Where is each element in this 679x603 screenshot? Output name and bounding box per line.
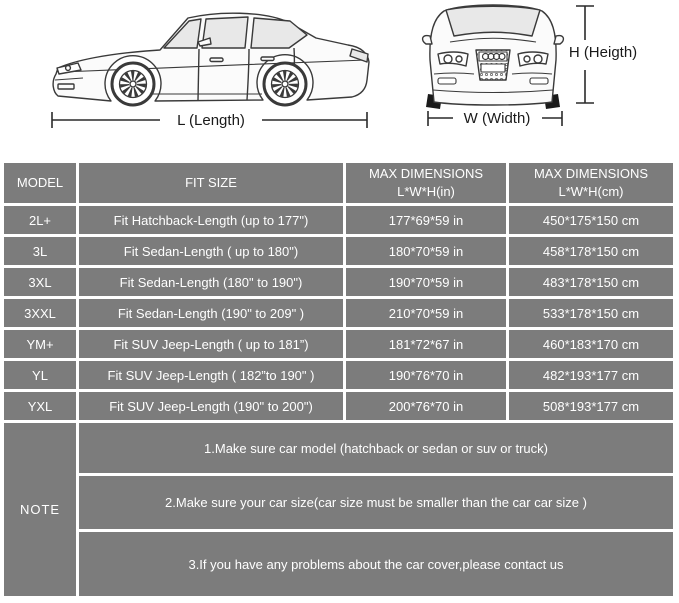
width-label: W (Width) xyxy=(464,110,531,127)
car-dimension-diagram: L (Length) W (Width) H (Heigth) xyxy=(0,0,679,160)
right-fog-light xyxy=(529,77,549,85)
fit-size-cell: Fit Sedan-Length ( up to 180") xyxy=(79,237,343,265)
dims-in-cell: 200*76*70 in xyxy=(346,392,506,420)
car-diagram-svg: L (Length) W (Width) H (Heigth) xyxy=(51,4,637,129)
note-row: 2.Make sure your car size(car size must … xyxy=(4,476,673,529)
table-row: YXL Fit SUV Jeep-Length (190" to 200") 2… xyxy=(4,392,673,420)
model-cell: 3XXL xyxy=(4,299,76,327)
fog-light xyxy=(57,83,75,90)
model-cell: 3L xyxy=(4,237,76,265)
length-label: L (Length) xyxy=(177,112,245,129)
front-wheel xyxy=(110,61,156,107)
header-fit-size: FIT SIZE xyxy=(79,163,343,203)
model-cell: YL xyxy=(4,361,76,389)
model-cell: YXL xyxy=(4,392,76,420)
windshield xyxy=(445,5,541,37)
dims-in-cell: 210*70*59 in xyxy=(346,299,506,327)
side-mirror xyxy=(197,37,212,47)
table-row: 2L+ Fit Hatchback-Length (up to 177") 17… xyxy=(4,206,673,234)
table-row: 3XL Fit Sedan-Length (180" to 190") 190*… xyxy=(4,268,673,296)
right-mirror xyxy=(553,34,565,45)
dims-in-cell: 190*76*70 in xyxy=(346,361,506,389)
model-cell: 2L+ xyxy=(4,206,76,234)
dims-cm-cell: 483*178*150 cm xyxy=(509,268,673,296)
rear-wheel xyxy=(262,61,308,107)
header-row: MODEL FIT SIZE MAX DIMENSIONS L*W*H(in) … xyxy=(4,163,673,203)
model-cell: YM+ xyxy=(4,330,76,358)
length-dimension-line xyxy=(51,112,368,128)
windshield xyxy=(163,18,202,49)
taillight xyxy=(349,48,369,63)
table-row: 3L Fit Sedan-Length ( up to 180") 180*70… xyxy=(4,237,673,265)
license-plate xyxy=(480,63,506,73)
fit-size-cell: Fit Sedan-Length (190" to 209" ) xyxy=(79,299,343,327)
right-headlight xyxy=(517,51,549,67)
note-row: 3.If you have any problems about the car… xyxy=(4,532,673,596)
front-door-window xyxy=(201,16,249,49)
header-dims-cm: MAX DIMENSIONS L*W*H(cm) xyxy=(509,163,673,203)
fit-size-cell: Fit SUV Jeep-Length ( 182”to 190" ) xyxy=(79,361,343,389)
note-label: NOTE xyxy=(4,423,76,596)
dims-cm-cell: 508*193*177 cm xyxy=(509,392,673,420)
height-dimension-line xyxy=(576,5,594,104)
table-row: 3XXL Fit Sedan-Length (190" to 209" ) 21… xyxy=(4,299,673,327)
dims-cm-cell: 458*178*150 cm xyxy=(509,237,673,265)
dims-in-cell: 180*70*59 in xyxy=(346,237,506,265)
dims-in-cell: 177*69*59 in xyxy=(346,206,506,234)
table-row: YM+ Fit SUV Jeep-Length ( up to 181”) 18… xyxy=(4,330,673,358)
left-fog-light xyxy=(437,77,457,85)
note-item-3: 3.If you have any problems about the car… xyxy=(79,532,673,596)
door-handle xyxy=(260,56,275,62)
dims-cm-cell: 533*178*150 cm xyxy=(509,299,673,327)
size-chart-table: MODEL FIT SIZE MAX DIMENSIONS L*W*H(in) … xyxy=(1,160,676,599)
note-item-2: 2.Make sure your car size(car size must … xyxy=(79,476,673,529)
header-model: MODEL xyxy=(4,163,76,203)
dims-cm-cell: 482*193*177 cm xyxy=(509,361,673,389)
model-cell: 3XL xyxy=(4,268,76,296)
width-dimension-line xyxy=(427,111,563,126)
dims-in-cell: 190*70*59 in xyxy=(346,268,506,296)
headlight xyxy=(56,62,82,75)
dims-cm-cell: 450*175*150 cm xyxy=(509,206,673,234)
note-row: NOTE 1.Make sure car model (hatchback or… xyxy=(4,423,673,596)
side-view-car-illustration xyxy=(52,12,370,107)
left-mirror xyxy=(421,34,433,45)
fit-size-cell: Fit Hatchback-Length (up to 177") xyxy=(79,206,343,234)
front-view-car-illustration xyxy=(421,4,565,109)
header-dims-in: MAX DIMENSIONS L*W*H(in) xyxy=(346,163,506,203)
dims-in-cell: 181*72*67 in xyxy=(346,330,506,358)
fit-size-cell: Fit SUV Jeep-Length (190" to 200") xyxy=(79,392,343,420)
left-headlight xyxy=(437,51,469,67)
fit-size-cell: Fit SUV Jeep-Length ( up to 181”) xyxy=(79,330,343,358)
fit-size-cell: Fit Sedan-Length (180" to 190") xyxy=(79,268,343,296)
height-label: H (Heigth) xyxy=(569,44,637,61)
rear-door-window xyxy=(250,17,308,49)
dims-cm-cell: 460*183*170 cm xyxy=(509,330,673,358)
brand-rings-logo xyxy=(481,52,506,61)
note-item-1: 1.Make sure car model (hatchback or seda… xyxy=(79,423,673,473)
door-handle xyxy=(209,57,224,63)
table-row: YL Fit SUV Jeep-Length ( 182”to 190" ) 1… xyxy=(4,361,673,389)
